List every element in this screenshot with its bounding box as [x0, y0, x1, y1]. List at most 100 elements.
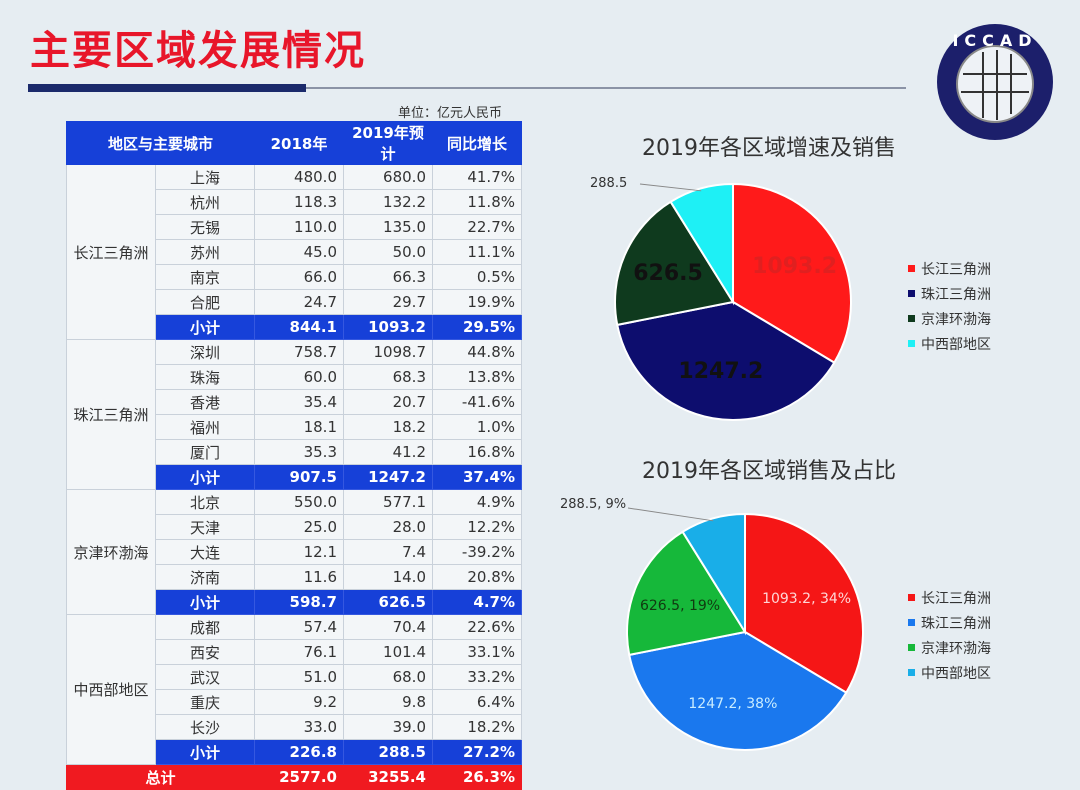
city-cell: 大连 — [155, 539, 255, 565]
subtotal-row: 小计 844.1 1093.2 29.5% — [67, 314, 522, 340]
city-cell: 无锡 — [155, 214, 255, 240]
legend-swatch — [908, 669, 915, 676]
city-cell: 苏州 — [155, 239, 255, 265]
iccad-logo: ICCAD — [937, 24, 1053, 140]
city-cell: 成都 — [155, 614, 255, 640]
value-cell: -41.6% — [432, 389, 522, 415]
table-row: 天津 25.0 28.0 12.2% — [67, 514, 522, 540]
legend-item: 珠江三角洲 — [908, 281, 991, 306]
subtotal-value: 907.5 — [254, 464, 344, 490]
title-underline — [28, 84, 306, 92]
value-cell: 0.5% — [432, 264, 522, 290]
pie-chart-growth: 1093.2 1247.2 626.5 288.5 — [590, 176, 852, 421]
subtotal-value: 844.1 — [254, 314, 344, 340]
value-cell: 9.8 — [343, 689, 433, 715]
legend-label: 珠江三角洲 — [921, 615, 991, 632]
legend-swatch — [908, 265, 915, 272]
legend-item: 中西部地区 — [908, 660, 991, 685]
value-cell: 33.0 — [254, 714, 344, 740]
subtotal-value: 37.4% — [432, 464, 522, 490]
subtotal-row: 小计 598.7 626.5 4.7% — [67, 589, 522, 615]
table-row: 香港 35.4 20.7 -41.6% — [67, 389, 522, 415]
value-cell: 13.8% — [432, 364, 522, 390]
leader-line — [627, 507, 714, 522]
city-cell: 南京 — [155, 264, 255, 290]
value-cell: 11.6 — [254, 564, 344, 590]
table-row: 济南 11.6 14.0 20.8% — [67, 564, 522, 590]
region-cell: 京津环渤海 — [66, 489, 156, 615]
subtotal-value: 626.5 — [343, 589, 433, 615]
legend-item: 京津环渤海 — [908, 306, 991, 331]
table-row: 长江三角洲 上海 480.0 680.0 41.7% — [66, 164, 522, 340]
region-cell: 长江三角洲 — [66, 164, 156, 340]
value-cell: 28.0 — [343, 514, 433, 540]
table-row: 福州 18.1 18.2 1.0% — [67, 414, 522, 440]
city-cell: 福州 — [155, 414, 255, 440]
pie-data-label: 1093.2 — [752, 254, 837, 279]
legend-2: 长江三角洲 珠江三角洲 京津环渤海 中西部地区 — [908, 585, 991, 685]
value-cell: 1098.7 — [343, 339, 433, 365]
value-cell: 101.4 — [343, 639, 433, 665]
legend-label: 珠江三角洲 — [921, 286, 991, 303]
subtotal-value: 27.2% — [432, 739, 522, 765]
unit-label: 单位：亿元人民币 — [398, 106, 503, 121]
table-row: 西安 76.1 101.4 33.1% — [67, 639, 522, 665]
pie-slice-3 — [669, 182, 734, 306]
legend-item: 长江三角洲 — [908, 256, 991, 281]
city-cell: 济南 — [155, 564, 255, 590]
city-cell: 天津 — [155, 514, 255, 540]
city-cell: 香港 — [155, 389, 255, 415]
legend-swatch — [908, 644, 915, 651]
value-cell: 68.0 — [343, 664, 433, 690]
value-cell: 18.2 — [343, 414, 433, 440]
legend-swatch — [908, 315, 915, 322]
subtotal-row: 小计 226.8 288.5 27.2% — [67, 739, 522, 765]
table-row: 珠江三角洲 深圳 758.7 1098.7 44.8% — [66, 339, 522, 490]
table-row: 京津环渤海 北京 550.0 577.1 4.9% — [66, 489, 522, 615]
table-row: 杭州 118.3 132.2 11.8% — [67, 189, 522, 215]
value-cell: 680.0 — [343, 164, 433, 190]
value-cell: 29.7 — [343, 289, 433, 315]
city-cell: 武汉 — [155, 664, 255, 690]
subtotal-label: 小计 — [155, 589, 255, 615]
pie-slice-0 — [732, 182, 852, 364]
value-cell: 758.7 — [254, 339, 344, 365]
subtotal-value: 4.7% — [432, 589, 522, 615]
chart-title-2: 2019年各区域销售及占比 — [642, 459, 896, 484]
city-cell: 上海 — [155, 164, 255, 190]
value-cell: 550.0 — [254, 489, 344, 515]
value-cell: 14.0 — [343, 564, 433, 590]
city-cell: 珠海 — [155, 364, 255, 390]
value-cell: 577.1 — [343, 489, 433, 515]
table-row: 中西部地区 成都 57.4 70.4 22.6% — [66, 614, 522, 765]
pie-data-label: 1247.2 — [678, 359, 763, 384]
value-cell: 16.8% — [432, 439, 522, 465]
value-cell: 18.2% — [432, 714, 522, 740]
value-cell: 39.0 — [343, 714, 433, 740]
legend-swatch — [908, 290, 915, 297]
value-cell: 35.4 — [254, 389, 344, 415]
value-cell: 12.1 — [254, 539, 344, 565]
value-cell: 22.7% — [432, 214, 522, 240]
pie-data-label: 626.5 — [633, 261, 703, 286]
legend-swatch — [908, 340, 915, 347]
legend-item: 珠江三角洲 — [908, 610, 991, 635]
region-cell: 中西部地区 — [66, 614, 156, 765]
value-cell: 4.9% — [432, 489, 522, 515]
pie-slice-2 — [626, 530, 747, 657]
header-cell: 2018年 — [254, 121, 344, 165]
value-cell: 57.4 — [254, 614, 344, 640]
city-cell: 长沙 — [155, 714, 255, 740]
legend-label: 长江三角洲 — [921, 261, 991, 278]
subtotal-value: 1247.2 — [343, 464, 433, 490]
divider — [306, 87, 906, 89]
city-cell: 杭州 — [155, 189, 255, 215]
city-cell: 西安 — [155, 639, 255, 665]
table-row: 苏州 45.0 50.0 11.1% — [67, 239, 522, 265]
table-row: 武汉 51.0 68.0 33.2% — [67, 664, 522, 690]
city-cell: 重庆 — [155, 689, 255, 715]
legend-label: 京津环渤海 — [921, 640, 991, 657]
subtotal-value: 288.5 — [343, 739, 433, 765]
subtotal-value: 226.8 — [254, 739, 344, 765]
value-cell: 20.7 — [343, 389, 433, 415]
